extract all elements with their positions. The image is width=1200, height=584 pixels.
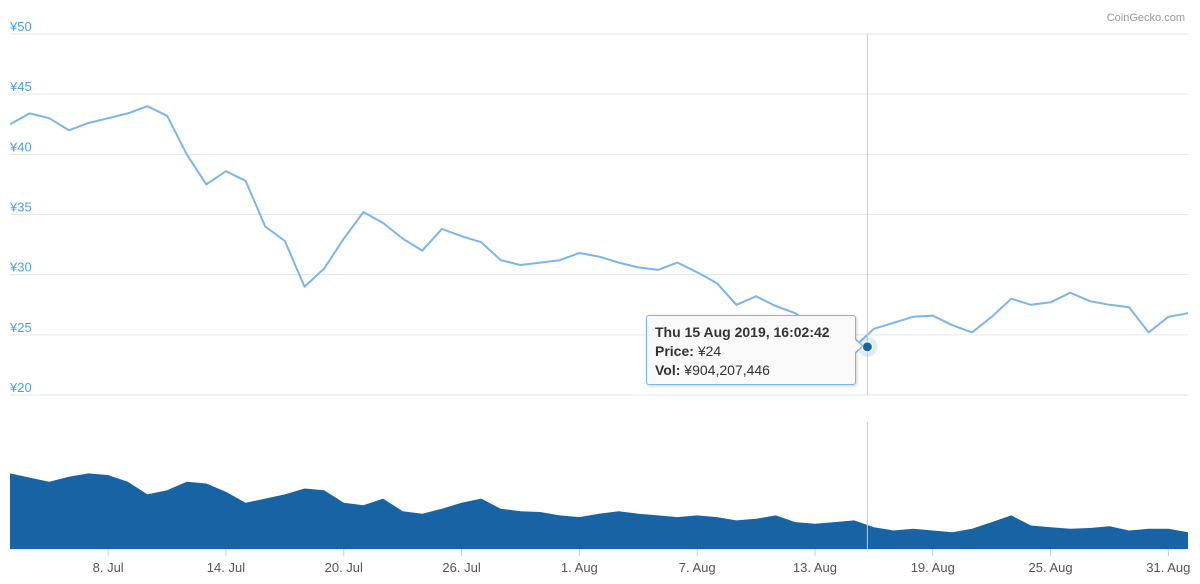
y-tick-label: ¥40 bbox=[9, 139, 32, 154]
hover-crosshair bbox=[857, 34, 878, 549]
x-tick-label: 25. Aug bbox=[1029, 560, 1073, 575]
x-tick-label: 20. Jul bbox=[325, 560, 363, 575]
chart-credit[interactable]: CoinGecko.com bbox=[1107, 12, 1185, 24]
volume-area[interactable] bbox=[10, 473, 1188, 549]
price-line[interactable] bbox=[9, 105, 1189, 348]
y-axis-ticks: ¥50 ¥45 ¥40 ¥35 ¥30 ¥25 ¥20 bbox=[9, 19, 32, 395]
y-tick-label: ¥45 bbox=[9, 79, 32, 94]
y-tick-label: ¥25 bbox=[9, 320, 32, 335]
x-tick-label: 19. Aug bbox=[911, 560, 955, 575]
y-tick-label: ¥30 bbox=[9, 260, 32, 275]
volume-series-area[interactable] bbox=[10, 473, 1188, 549]
price-series-line[interactable] bbox=[9, 105, 1189, 348]
y-tick-label: ¥35 bbox=[9, 200, 32, 215]
x-tick-label: 13. Aug bbox=[793, 560, 837, 575]
x-tick-label: 14. Jul bbox=[207, 560, 245, 575]
tooltip-date: Thu 15 Aug 2019, 16:02:42 bbox=[655, 324, 830, 340]
x-tick-label: 26. Jul bbox=[442, 560, 480, 575]
x-tick-label: 31. Aug bbox=[1146, 560, 1190, 575]
tooltip-price-value: ¥24 bbox=[697, 343, 722, 359]
y-tick-label: ¥50 bbox=[9, 19, 32, 34]
tooltip-vol-label: Vol: bbox=[655, 362, 681, 378]
y-tick-label: ¥20 bbox=[9, 380, 32, 395]
tooltip-price-label: Price: bbox=[655, 343, 694, 359]
chart-tooltip: Thu 15 Aug 2019, 16:02:42 Price: ¥24 Vol… bbox=[646, 315, 856, 385]
x-tick-label: 8. Jul bbox=[93, 560, 124, 575]
x-axis-ticks: 8. Jul 14. Jul 20. Jul 26. Jul 1. Aug 7. Aug 1… bbox=[93, 549, 1190, 575]
x-tick-label: 1. Aug bbox=[561, 560, 598, 575]
x-tick-label: 7. Aug bbox=[679, 560, 716, 575]
tooltip-caret-fill bbox=[854, 339, 862, 353]
tooltip-vol-value: ¥904,207,446 bbox=[684, 362, 770, 378]
gridlines bbox=[10, 33, 1188, 396]
